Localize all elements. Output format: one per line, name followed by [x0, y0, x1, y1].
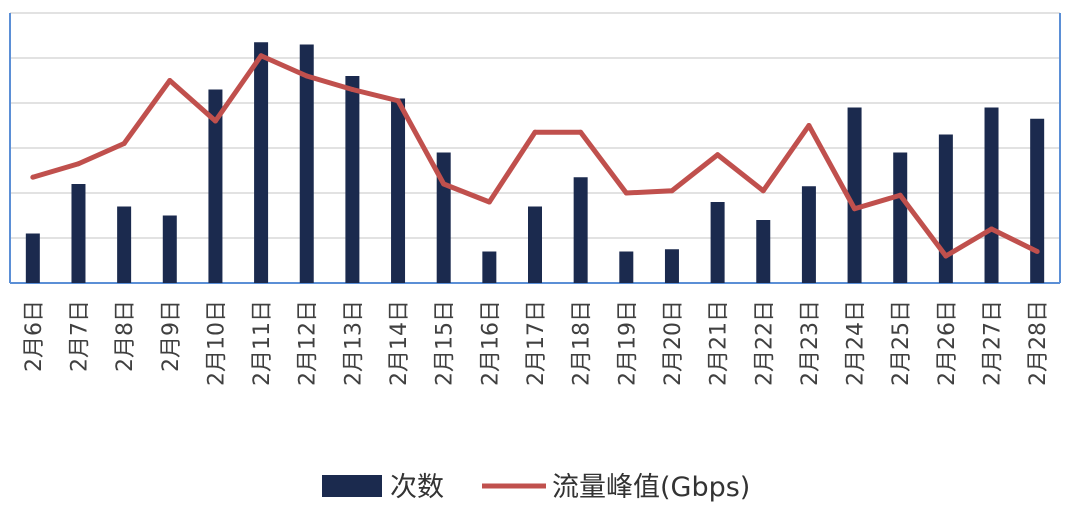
x-tick-label: 2月24日: [844, 300, 869, 386]
legend-bar-label: 次数: [390, 472, 444, 503]
x-tick-label: 2月9日: [159, 300, 184, 372]
x-tick-label: 2月15日: [433, 300, 458, 386]
x-tick-label: 2月18日: [570, 300, 595, 386]
line-point: [258, 53, 264, 59]
x-tick-label: 2月14日: [387, 300, 412, 386]
bar: [847, 107, 862, 283]
bar: [938, 134, 953, 283]
line-point: [1034, 249, 1040, 254]
bar: [162, 215, 177, 283]
line-point: [395, 98, 401, 104]
line-point: [715, 152, 721, 158]
line-point: [943, 253, 949, 259]
bar: [756, 220, 771, 283]
line-point: [212, 118, 218, 124]
x-tick-label: 2月28日: [1026, 300, 1051, 386]
line-point: [30, 174, 36, 180]
x-tick-label: 2月22日: [752, 300, 777, 386]
line-point: [304, 73, 310, 79]
line-point: [121, 141, 127, 146]
line-point: [806, 123, 812, 128]
line-point: [532, 129, 538, 135]
line-point: [760, 188, 766, 194]
line-point: [578, 129, 584, 135]
x-tick-label: 2月16日: [478, 300, 503, 386]
line-point: [852, 206, 858, 212]
x-tick-label: 2月20日: [661, 300, 686, 386]
line-point: [486, 199, 492, 205]
x-tick-label: 2月21日: [707, 300, 732, 386]
bar: [482, 251, 497, 283]
bar: [619, 251, 634, 283]
line-point: [75, 161, 81, 167]
x-tick-labels: 2月6日 2月7日 2月8日 2月9日 2月10日 2月11日 2月12日 2月13日 2月14…: [22, 300, 1051, 386]
line-point: [623, 190, 629, 196]
bar: [345, 76, 360, 283]
bar: [25, 233, 40, 283]
x-tick-label: 2月19日: [615, 300, 640, 386]
legend: 次数 流量峰值(Gbps): [322, 472, 750, 503]
x-tick-label: 2月26日: [935, 300, 960, 386]
bar-series: [25, 42, 1045, 283]
x-tick-label: 2月23日: [798, 300, 823, 386]
bar: [893, 152, 908, 283]
x-tick-label: 2月11日: [250, 300, 275, 386]
x-tick-label: 2月25日: [889, 300, 914, 386]
legend-bar-swatch: [322, 475, 382, 497]
line-point: [167, 78, 173, 83]
bar: [528, 206, 542, 283]
x-tick-label: 2月17日: [524, 300, 549, 386]
bar: [573, 177, 588, 283]
x-tick-label: 2月12日: [296, 300, 321, 386]
line-point: [897, 192, 903, 198]
bar: [254, 42, 269, 283]
x-tick-label: 2月7日: [67, 300, 92, 372]
x-tick-label: 2月13日: [341, 300, 366, 386]
bar: [71, 184, 86, 283]
line-point: [669, 188, 675, 194]
x-tick-label: 2月10日: [204, 300, 229, 386]
bar: [801, 186, 816, 283]
line-point: [989, 226, 995, 232]
legend-line-label: 流量峰值(Gbps): [552, 472, 750, 503]
gridlines: [10, 12, 1060, 239]
bar: [984, 107, 999, 283]
bar: [710, 202, 725, 283]
bar: [299, 44, 314, 283]
x-tick-label: 2月6日: [22, 300, 47, 372]
line-point: [349, 87, 355, 92]
x-tick-label: 2月27日: [981, 300, 1006, 386]
bar: [1030, 118, 1045, 283]
line-series: [30, 53, 1040, 259]
x-tick-label: 2月8日: [113, 300, 138, 372]
bar: [391, 98, 406, 283]
bar: [208, 89, 223, 283]
line-point: [441, 181, 447, 187]
bar: [117, 206, 132, 283]
bar: [664, 249, 679, 283]
